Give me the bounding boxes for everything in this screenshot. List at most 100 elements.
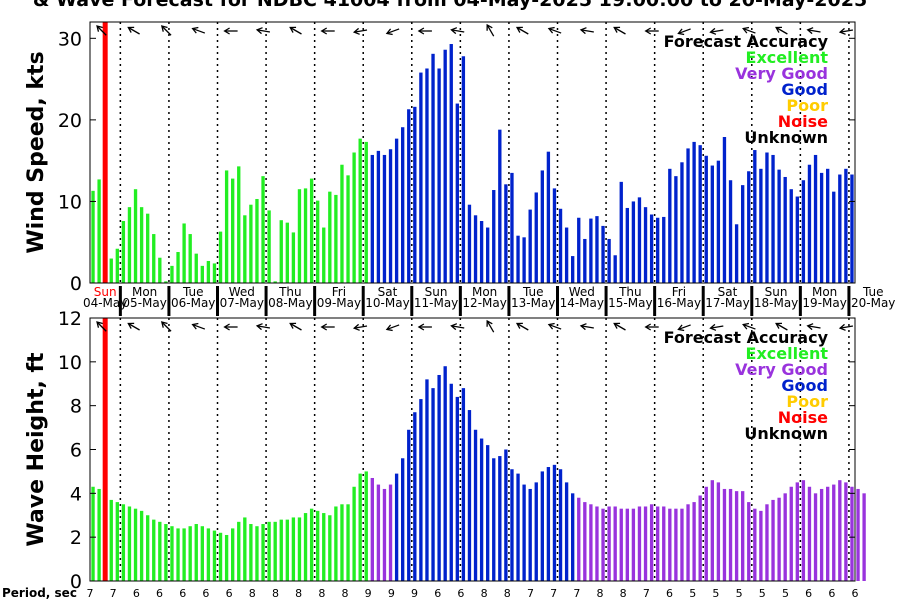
wind-bar <box>297 189 302 283</box>
period-value: 8 <box>295 587 302 600</box>
wave-bar <box>777 497 781 581</box>
legend-entry: Noise <box>778 408 828 427</box>
wave-bar <box>571 493 575 581</box>
wave-bar <box>394 473 399 581</box>
wave-bar <box>91 486 95 581</box>
wind-bar <box>364 141 368 283</box>
period-value: 5 <box>689 587 696 600</box>
wind-direction-arrow <box>806 323 821 331</box>
wind-bar <box>170 265 174 283</box>
wind-bar <box>382 154 387 283</box>
wind-direction-arrow <box>255 323 271 331</box>
wind-direction-arrow <box>96 321 107 332</box>
legend-entry: Poor <box>786 392 828 411</box>
day-of-week-label: Tue <box>522 285 544 299</box>
wind-bar <box>649 214 654 283</box>
wind-bar <box>571 256 575 283</box>
day-of-week-label: Mon <box>812 285 837 299</box>
chart-title: & Wave Forecast for NDBC 41004 from 04-M… <box>33 0 867 11</box>
wave-bar <box>807 486 812 581</box>
wind-bar <box>747 171 751 283</box>
wind-bar <box>753 150 757 283</box>
wind-bar <box>528 209 532 283</box>
period-value: 8 <box>318 587 325 600</box>
wind-direction-arrow <box>547 26 562 34</box>
wave-bar <box>819 488 824 581</box>
wave-bar <box>267 521 271 581</box>
wave-bar <box>607 506 611 581</box>
wind-bar <box>801 180 806 283</box>
wind-bar <box>534 192 538 283</box>
plot-frame <box>89 317 856 582</box>
day-of-week-label: Fri <box>672 285 686 299</box>
date-label: 18-May <box>754 296 798 310</box>
wind-direction-arrow <box>127 322 140 331</box>
wave-bar <box>309 508 314 581</box>
wind-bar <box>340 164 344 283</box>
wind-direction-arrow <box>223 323 238 331</box>
period-value: 7 <box>87 587 94 600</box>
wind-direction-arrow <box>320 323 335 331</box>
wind-bar <box>200 265 204 283</box>
period-value: 5 <box>736 587 743 600</box>
wind-bar <box>838 174 842 283</box>
legend-entry: Poor <box>786 96 828 115</box>
wind-bar <box>662 216 666 283</box>
wave-bar <box>261 524 265 581</box>
wind-bar <box>589 218 593 283</box>
wind-bar <box>813 154 818 283</box>
wind-bar <box>637 197 642 283</box>
wave-bar <box>613 506 617 581</box>
date-label: 19-May <box>802 296 846 310</box>
wind-bar <box>765 152 769 283</box>
wind-direction-arrow <box>223 27 238 35</box>
period-value: 6 <box>828 587 835 600</box>
wave-bar <box>449 383 453 581</box>
wave-bar <box>467 410 472 581</box>
wave-bar <box>801 480 806 581</box>
wave-bar <box>589 504 593 581</box>
date-label: 15-May <box>608 296 652 310</box>
wind-bar <box>522 237 526 283</box>
legend-entry: Excellent <box>746 48 829 67</box>
wave-bar <box>595 506 599 581</box>
wind-bar <box>619 181 623 283</box>
wave-bar <box>783 493 787 581</box>
y-tick-label: 20 <box>58 110 82 132</box>
period-value: 6 <box>202 587 209 600</box>
wave-bar <box>249 524 253 581</box>
wave-bar <box>637 506 642 581</box>
wind-bar <box>510 172 514 283</box>
period-value: 6 <box>852 587 859 600</box>
wind-direction-arrow <box>644 323 659 331</box>
wave-bar <box>698 495 702 581</box>
legend-entry: Very Good <box>735 64 828 83</box>
wind-bar <box>741 185 745 284</box>
wind-direction-arrow <box>806 27 821 35</box>
period-value: 7 <box>573 587 580 600</box>
y-tick-label: 0 <box>70 273 82 295</box>
wave-bar <box>759 510 763 581</box>
wind-bar <box>783 176 787 283</box>
wind-bar <box>346 175 350 283</box>
wind-bar <box>206 260 211 283</box>
plot-frame <box>89 21 856 284</box>
wind-bar <box>698 145 702 283</box>
wave-bar <box>704 486 708 581</box>
period-value: 8 <box>597 587 604 600</box>
wind-bar <box>680 162 684 283</box>
wave-bar <box>231 528 235 581</box>
wind-bar <box>401 127 405 283</box>
date-label: 14-May <box>560 296 604 310</box>
wind-bar <box>564 227 569 283</box>
wind-bar <box>819 172 824 283</box>
wave-bar <box>862 493 866 581</box>
wind-bar <box>583 238 587 283</box>
wave-bar <box>631 508 636 581</box>
wave-bar <box>461 388 466 581</box>
wind-bar <box>759 168 763 283</box>
wave-bar <box>328 515 332 581</box>
wind-bar <box>152 234 156 283</box>
legend-entry: Good <box>781 376 828 395</box>
